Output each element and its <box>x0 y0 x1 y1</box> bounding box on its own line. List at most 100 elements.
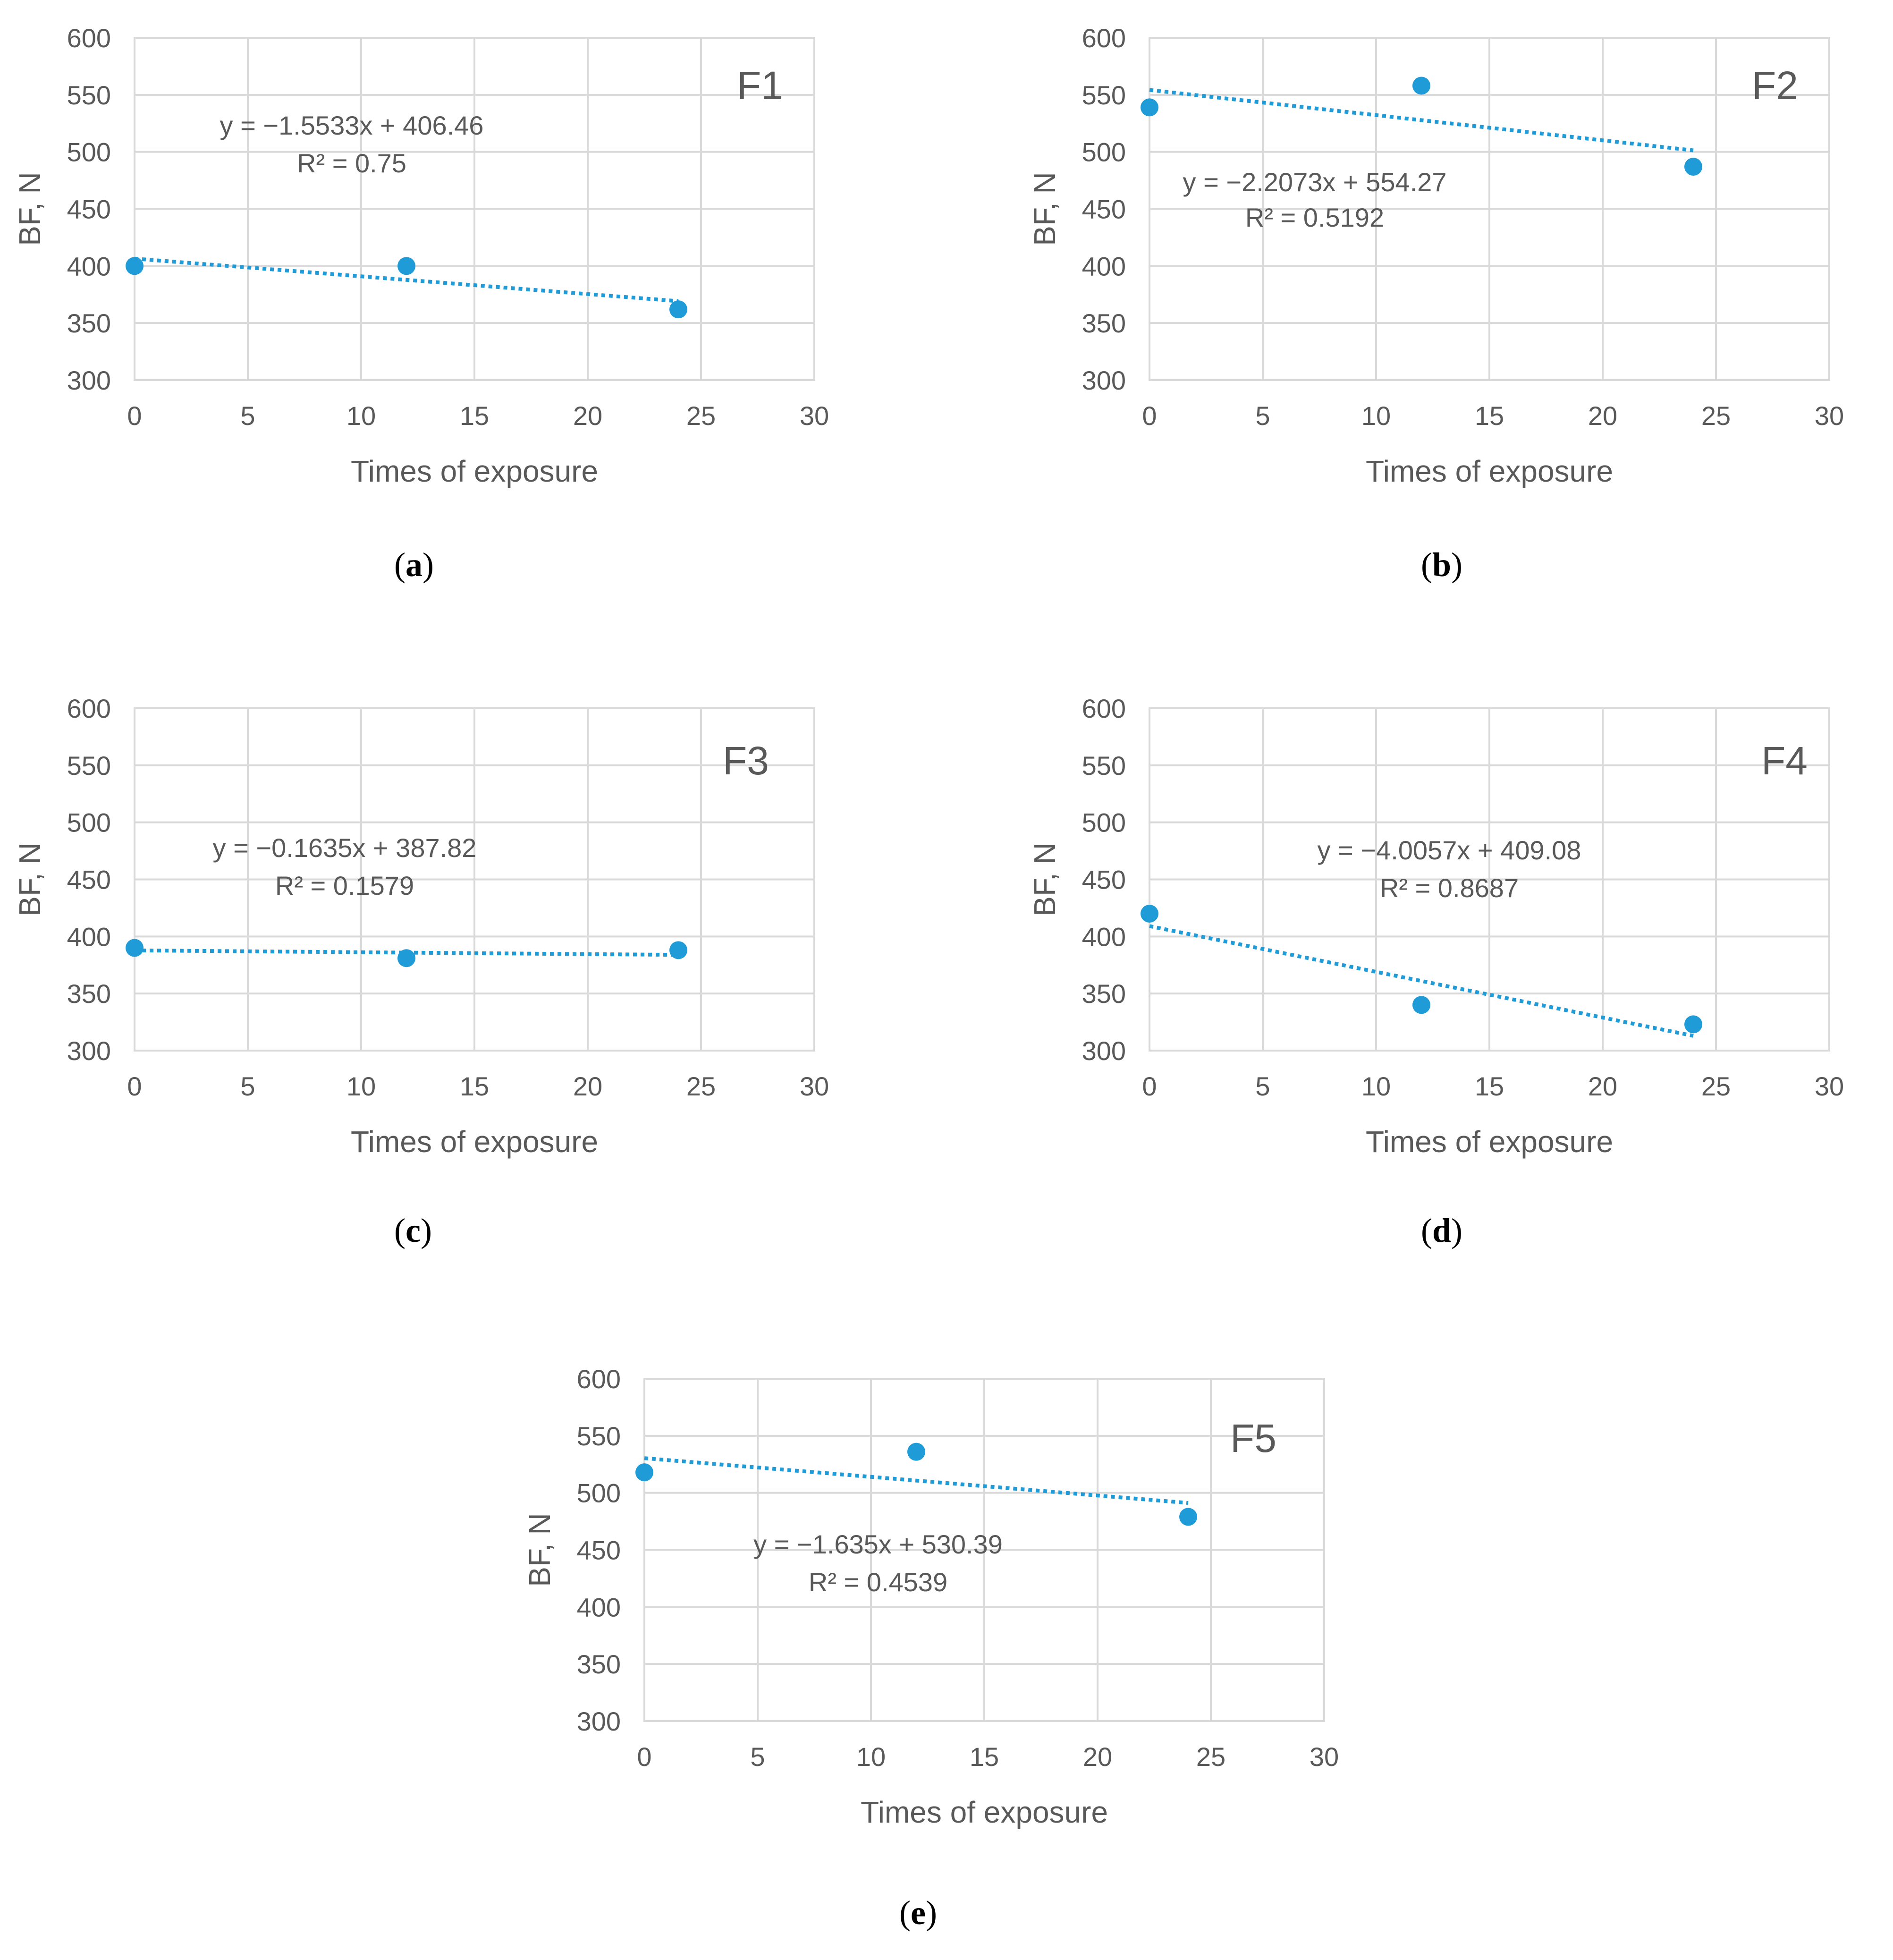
data-point <box>907 1442 925 1461</box>
y-tick-label: 600 <box>1082 23 1126 53</box>
panel-label: F5 <box>1230 1416 1276 1460</box>
caption-a: (a) <box>394 546 434 584</box>
data-point <box>669 300 687 319</box>
r-squared-label: R² = 0.5192 <box>1245 203 1384 232</box>
x-axis-title: Times of exposure <box>351 1125 598 1159</box>
r-squared-label: R² = 0.8687 <box>1380 873 1519 903</box>
trendline <box>134 256 679 303</box>
y-tick-label: 300 <box>67 365 111 395</box>
x-tick-label: 20 <box>1588 1071 1617 1101</box>
x-axis-title: Times of exposure <box>861 1795 1108 1829</box>
y-tick-label: 550 <box>577 1421 621 1451</box>
y-tick-label: 500 <box>67 137 111 167</box>
y-tick-label: 600 <box>67 694 111 723</box>
y-tick-label: 600 <box>67 23 111 53</box>
y-tick-label: 300 <box>67 1036 111 1066</box>
y-tick-label: 350 <box>67 308 111 338</box>
y-tick-label: 500 <box>67 808 111 838</box>
x-tick-label: 10 <box>346 401 376 431</box>
r-squared-label: R² = 0.1579 <box>275 871 414 900</box>
y-tick-label: 400 <box>1082 251 1126 281</box>
y-tick-label: 500 <box>1082 137 1126 167</box>
x-tick-label: 25 <box>686 401 716 431</box>
x-tick-label: 5 <box>240 401 255 431</box>
x-tick-label: 30 <box>800 1071 829 1101</box>
x-tick-label: 0 <box>127 401 142 431</box>
y-tick-label: 600 <box>1082 694 1126 723</box>
x-tick-label: 10 <box>856 1742 886 1772</box>
x-tick-label: 15 <box>1475 1071 1504 1101</box>
x-tick-label: 5 <box>1255 1071 1270 1101</box>
x-tick-label: 20 <box>573 1071 602 1101</box>
y-tick-label: 450 <box>67 865 111 895</box>
x-tick-label: 0 <box>127 1071 142 1101</box>
caption-c: (c) <box>394 1212 432 1249</box>
y-tick-label: 500 <box>1082 808 1126 838</box>
x-axis-title: Times of exposure <box>1366 454 1613 488</box>
trendline <box>1149 88 1694 153</box>
x-axis-title: Times of exposure <box>351 454 598 488</box>
panel-label: F3 <box>723 738 769 783</box>
y-tick-label: 550 <box>1082 751 1126 781</box>
x-tick-label: 10 <box>346 1071 376 1101</box>
y-axis-title: BF, N <box>1028 842 1062 916</box>
x-tick-label: 5 <box>240 1071 255 1101</box>
y-tick-label: 400 <box>1082 922 1126 951</box>
y-tick-label: 350 <box>577 1649 621 1679</box>
data-point <box>1179 1508 1197 1526</box>
trendline-equation: y = −1.5533x + 406.46 <box>220 110 484 140</box>
x-tick-label: 30 <box>1815 1071 1844 1101</box>
chart-panel-e: 0 5 10 15 20 25 30 300 350 400 450 500 550 600 Times o… <box>523 1364 1339 1829</box>
y-tick-label: 350 <box>1082 979 1126 1009</box>
y-axis-title: BF, N <box>1028 172 1062 246</box>
x-tick-label: 25 <box>686 1071 716 1101</box>
panel-label: F4 <box>1761 738 1808 783</box>
chart-panel-c: 0 5 10 15 20 25 30 300 350 400 450 500 550 600 Times o… <box>13 694 829 1159</box>
y-tick-label: 550 <box>67 751 111 781</box>
y-tick-label: 450 <box>67 195 111 224</box>
x-tick-label: 15 <box>1475 401 1504 431</box>
x-tick-label: 20 <box>573 401 602 431</box>
x-tick-label: 0 <box>1142 1071 1157 1101</box>
x-tick-label: 10 <box>1361 401 1391 431</box>
y-tick-label: 400 <box>67 251 111 281</box>
y-tick-label: 350 <box>1082 308 1126 338</box>
data-point <box>126 257 144 275</box>
y-tick-label: 350 <box>67 979 111 1009</box>
data-point <box>669 941 687 959</box>
x-tick-label: 20 <box>1083 1742 1112 1772</box>
x-tick-label: 30 <box>1310 1742 1339 1772</box>
x-tick-label: 5 <box>1255 401 1270 431</box>
x-tick-label: 0 <box>1142 401 1157 431</box>
trendline <box>644 1456 1189 1505</box>
x-tick-label: 30 <box>1815 401 1844 431</box>
y-tick-label: 500 <box>577 1478 621 1508</box>
x-axis-title: Times of exposure <box>1366 1125 1613 1159</box>
x-tick-label: 25 <box>1701 1071 1731 1101</box>
chart-panel-a: 0 5 10 15 20 25 30 300 350 400 450 500 550 600 Times o… <box>13 23 829 488</box>
data-point <box>1141 98 1158 117</box>
panel-label: F1 <box>737 63 783 108</box>
x-tick-label: 15 <box>970 1742 999 1772</box>
data-point <box>1684 1015 1702 1034</box>
y-tick-label: 600 <box>577 1364 621 1394</box>
x-tick-label: 0 <box>637 1742 651 1772</box>
x-tick-label: 30 <box>800 401 829 431</box>
y-tick-label: 300 <box>1082 365 1126 395</box>
trendline <box>1149 924 1694 1038</box>
x-tick-label: 5 <box>750 1742 765 1772</box>
trendline-equation: y = −1.635x + 530.39 <box>753 1529 1003 1559</box>
trendline-equation: y = −4.0057x + 409.08 <box>1318 835 1581 865</box>
y-axis-title: BF, N <box>523 1513 557 1587</box>
data-point <box>397 949 415 967</box>
x-tick-label: 25 <box>1701 401 1731 431</box>
r-squared-label: R² = 0.75 <box>297 148 406 178</box>
chart-panel-b: 0 5 10 15 20 25 30 300 350 400 450 500 550 600 Times o… <box>1028 23 1844 488</box>
y-tick-label: 550 <box>1082 80 1126 110</box>
y-tick-label: 400 <box>67 922 111 951</box>
data-point <box>635 1463 653 1482</box>
y-axis-title: BF, N <box>13 172 47 246</box>
panel-label: F2 <box>1752 63 1798 108</box>
trendline-equation: y = −2.2073x + 554.27 <box>1183 167 1447 197</box>
